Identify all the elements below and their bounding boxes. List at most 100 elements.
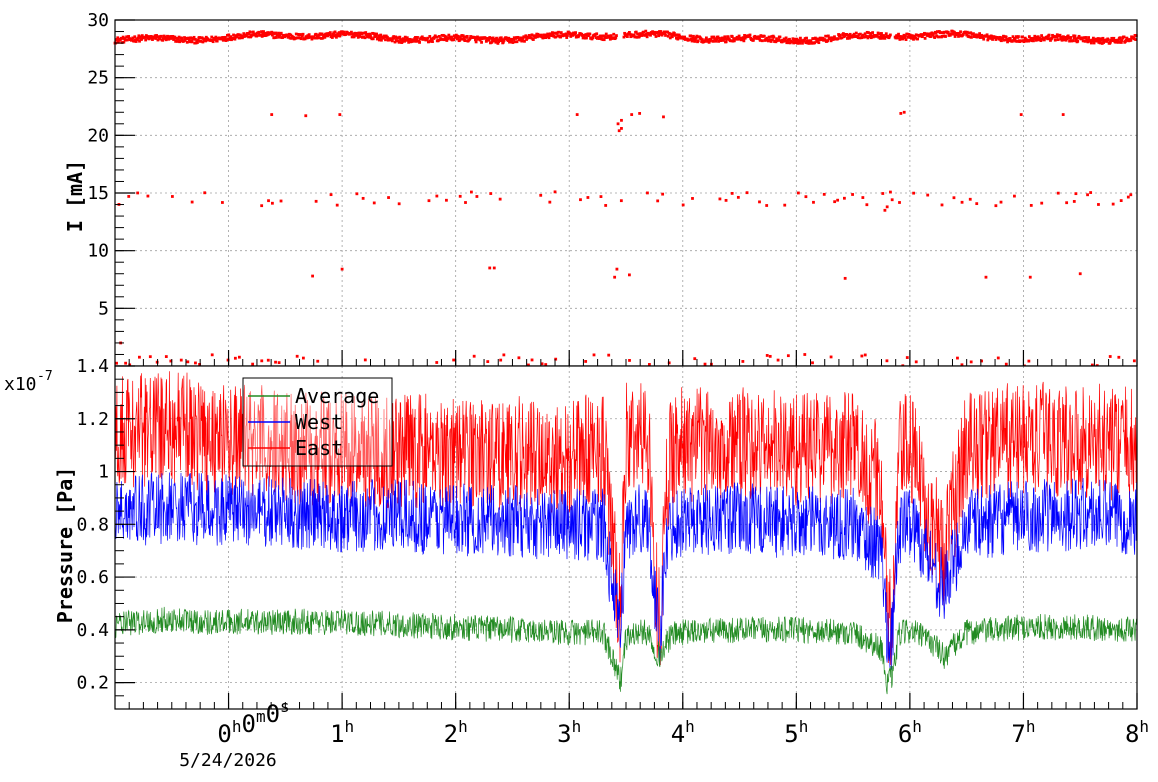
current-point-1222 — [957, 35, 960, 38]
current-point-397 — [384, 38, 387, 42]
current-point-1562 — [1072, 200, 1076, 203]
current-point-1665 — [843, 276, 847, 280]
current-point-552 — [489, 36, 493, 40]
current-point-60 — [154, 37, 158, 40]
current-point-293 — [313, 36, 317, 40]
current-point-1662 — [613, 275, 617, 279]
current-point-429 — [405, 36, 409, 40]
current-point-894 — [729, 39, 733, 43]
current-point-181 — [236, 33, 240, 36]
current-point-980 — [788, 37, 791, 41]
current-point-645 — [553, 31, 556, 35]
current-point-1491 — [221, 201, 224, 204]
current-point-989 — [794, 41, 798, 45]
current-point-50 — [147, 37, 151, 41]
current-point-1618 — [765, 354, 769, 357]
current-point-1223 — [957, 31, 961, 35]
current-point-835 — [689, 34, 693, 38]
current-point-1429 — [1098, 39, 1101, 42]
current-point-647 — [554, 35, 558, 39]
current-point-391 — [380, 38, 383, 42]
current-point-268 — [296, 36, 299, 40]
current-point-1559 — [1040, 201, 1044, 205]
current-point-1632 — [960, 363, 964, 367]
current-point-1036 — [826, 39, 830, 42]
current-point-1302 — [1011, 35, 1015, 39]
current-point-1009 — [807, 41, 811, 45]
current-point-1645 — [270, 113, 274, 116]
current-point-742 — [625, 35, 629, 38]
current-point-721 — [604, 32, 608, 36]
current-point-1609 — [592, 353, 596, 357]
current-point-1368 — [1056, 38, 1060, 42]
current-point-1537 — [822, 192, 826, 196]
current-point-1541 — [851, 193, 854, 196]
current-point-596 — [519, 36, 523, 40]
current-point-1591 — [277, 361, 281, 365]
current-point-1520 — [619, 199, 623, 203]
current-point-1395 — [1074, 37, 1078, 41]
current-point-1343 — [1039, 39, 1043, 43]
current-point-196 — [247, 35, 250, 39]
current-point-1646 — [304, 114, 308, 118]
current-point-214 — [259, 33, 263, 37]
current-ytick-label-4: 25 — [87, 68, 109, 89]
current-point-1265 — [986, 38, 990, 42]
current-point-1066 — [846, 33, 850, 37]
current-point-1624 — [829, 355, 833, 359]
current-point-1380 — [1064, 38, 1068, 42]
current-point-444 — [416, 36, 419, 39]
current-point-285 — [307, 33, 311, 37]
current-point-957 — [772, 35, 776, 39]
current-point-1136 — [898, 38, 902, 41]
current-point-1482 — [1134, 38, 1138, 41]
current-point-179 — [235, 35, 239, 39]
current-point-1310 — [1017, 35, 1020, 38]
current-point-1454 — [1115, 40, 1118, 44]
current-point-1530 — [745, 191, 749, 195]
current-point-1033 — [824, 34, 828, 38]
time-tick-label-1: 1h — [330, 717, 354, 748]
current-point-1561 — [1065, 201, 1069, 205]
current-point-304 — [320, 32, 324, 36]
current-point-884 — [722, 37, 726, 41]
current-point-846 — [696, 39, 700, 43]
current-point-347 — [350, 30, 353, 34]
current-point-1643 — [1132, 359, 1136, 363]
current-point-1625 — [860, 354, 864, 358]
current-point-1235 — [965, 30, 969, 34]
current-point-1371 — [1058, 33, 1062, 37]
current-point-1582 — [198, 362, 201, 366]
current-point-676 — [574, 31, 577, 35]
current-point-758 — [636, 32, 640, 36]
current-point-1308 — [1015, 40, 1019, 43]
current-point-1623 — [811, 361, 814, 365]
current-point-1586 — [237, 355, 241, 359]
current-point-856 — [703, 39, 707, 43]
current-point-1413 — [1087, 36, 1091, 39]
current-point-1373 — [1059, 35, 1063, 39]
current-point-562 — [496, 41, 500, 45]
current-point-1534 — [796, 191, 800, 195]
current-point-1494 — [271, 201, 274, 205]
current-point-1672 — [885, 205, 889, 209]
current-point-201 — [250, 33, 254, 37]
current-point-215 — [260, 30, 263, 34]
current-point-1549 — [926, 193, 930, 197]
current-point-1540 — [843, 196, 846, 200]
current-point-538 — [480, 40, 483, 44]
current-point-1619 — [768, 354, 772, 358]
current-point-34 — [136, 36, 140, 40]
current-point-1524 — [681, 203, 685, 207]
current-point-553 — [490, 40, 494, 44]
current-point-1565 — [1089, 191, 1093, 194]
current-point-1604 — [530, 358, 534, 362]
current-data — [113, 29, 1138, 368]
current-point-559 — [494, 40, 498, 44]
current-point-96 — [179, 39, 182, 43]
current-point-1073 — [851, 35, 855, 39]
current-point-208 — [255, 34, 259, 38]
current-point-808 — [670, 35, 674, 39]
current-point-517 — [465, 34, 469, 38]
current-point-124 — [198, 36, 201, 39]
